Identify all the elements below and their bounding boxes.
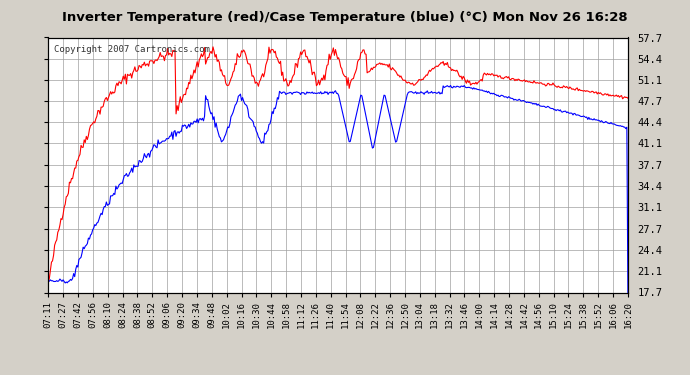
Text: Copyright 2007 Cartronics.com: Copyright 2007 Cartronics.com [54,45,210,54]
Text: Inverter Temperature (red)/Case Temperature (blue) (°C) Mon Nov 26 16:28: Inverter Temperature (red)/Case Temperat… [62,11,628,24]
